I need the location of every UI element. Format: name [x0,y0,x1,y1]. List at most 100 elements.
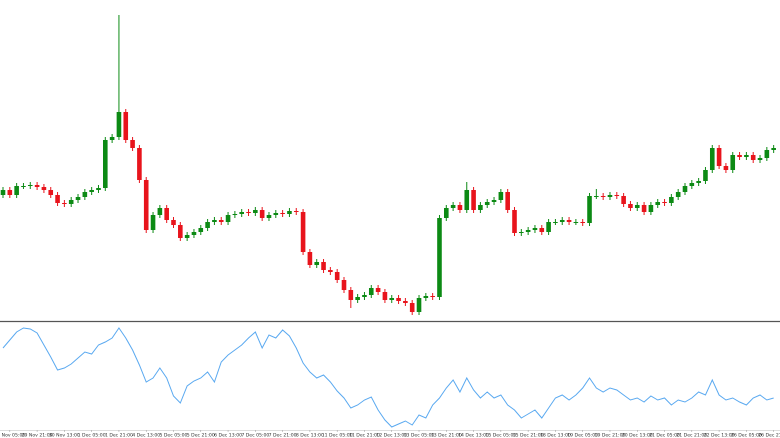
candle-body [457,205,463,210]
candle-body [82,192,88,197]
candle-body [328,270,333,272]
candle-body [48,190,54,195]
candle-body [607,195,613,197]
candle-body [444,208,449,218]
candle-body [450,205,456,208]
candle-body [559,220,565,222]
candle-body [266,215,272,218]
candle-body [355,297,360,300]
candle-body [546,222,551,232]
candle-body [628,204,633,208]
candle-body [464,190,470,210]
candle-body [382,292,388,300]
candle-body [648,205,654,212]
candle-body [96,188,101,190]
candle-body [519,232,524,233]
x-tick-label: 12 Dec 13:00 [376,433,407,438]
candle-body [566,220,572,222]
candle-body [157,208,163,215]
candle-body [212,220,217,222]
candle-body [723,166,729,170]
candle-body [341,280,347,290]
candle-body [403,301,408,303]
x-tick-label: 15 Dec 05:00 [485,433,516,438]
candle-body [675,192,681,197]
candle-body [280,213,285,214]
candle-body [491,200,497,202]
candle-body [764,150,770,158]
candle-body [498,192,504,200]
candle-body [580,222,585,223]
x-tick-label: 15 Dec 21:00 [513,433,544,438]
x-tick-label: 13 Dec 05:00 [404,433,435,438]
x-tick-label: 20 Dec 13:00 [622,433,653,438]
candle-body [389,298,395,300]
candle-body [348,290,354,300]
candle-body [239,212,244,214]
candle-body [621,196,626,204]
candle-body [587,196,592,223]
candle-body [416,298,422,312]
candle-body [321,262,326,270]
candle-body [423,296,429,298]
x-tick-label: 21 Dec 05:00 [649,433,680,438]
candle-body [103,140,108,188]
x-tick-label: 26 Dec 21:00 [758,433,780,438]
candle-body [184,235,190,238]
candle-body [21,186,26,187]
candle-body [89,190,94,192]
candle-body [287,211,292,214]
x-tick-label: 11 Dec 05:00 [322,433,353,438]
candle-body [246,212,251,213]
candle-body [375,288,381,292]
candle-body [737,155,742,157]
x-tick-label: 21 Dec 21:00 [676,433,707,438]
candle-body [171,220,176,225]
candle-body [62,203,67,204]
candle-body [68,200,74,204]
x-tick-label: 1 Dec 21:00 [105,433,133,438]
x-tick-label: 1 Dec 05:00 [78,433,106,438]
x-tick-label: 18 Dec 13:00 [540,433,571,438]
candle-body [225,215,231,222]
candle-body [273,213,279,215]
x-tick-label: 19 Dec 21:00 [595,433,626,438]
candle-body [437,218,442,297]
candle-body [334,272,340,280]
candle-body [484,202,490,205]
candle-body [191,232,197,235]
x-tick-label: 8 Dec 13:00 [296,433,324,438]
candle-body [41,187,47,190]
x-tick-label: 29 Nov 05:00 [0,433,25,438]
candle-body [471,190,476,210]
candle-body [662,202,667,203]
x-tick-label: 11 Dec 21:00 [349,433,380,438]
x-tick-label: 6 Dec 13:00 [214,433,242,438]
candle-body [143,180,149,230]
candle-body [164,208,169,220]
candle-body [205,222,210,228]
candle-body [716,148,722,166]
candle-body [573,222,579,223]
candle-body [709,148,715,170]
candle-body [368,288,374,295]
candle-body [703,170,708,181]
candle-body [553,222,558,223]
candle-body [430,296,435,297]
candle-body [525,230,531,232]
candle-body [253,210,258,213]
candle-body [655,202,661,205]
candle-body [300,212,306,252]
x-tick-label: 26 Dec 05:00 [731,433,762,438]
candle-body [669,197,674,203]
candle-body [396,298,401,301]
x-tick-label: 7 Dec 05:00 [241,433,269,438]
candle-body [750,155,756,160]
candle-body [178,225,183,238]
candle-body [14,186,19,195]
candle-body [34,185,40,187]
candle-body [532,228,538,230]
candle-body [757,158,763,160]
x-tick-label: 22 Dec 13:00 [704,433,735,438]
